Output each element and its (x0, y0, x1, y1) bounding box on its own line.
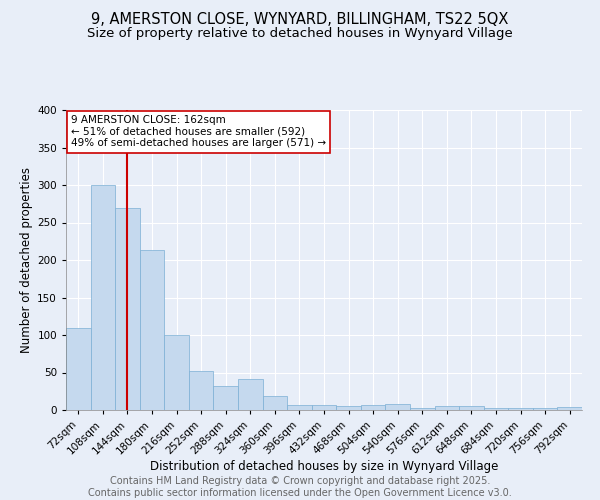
Bar (189, 371, 214, 410)
Bar (557, 407, 582, 410)
Bar (287, 405, 312, 410)
Bar (140, 250, 164, 410)
Bar (66, 328, 91, 410)
Bar (459, 406, 484, 410)
Bar (533, 408, 557, 410)
Bar (91, 185, 115, 410)
Text: Contains HM Land Registry data © Crown copyright and database right 2025.
Contai: Contains HM Land Registry data © Crown c… (88, 476, 512, 498)
Bar (164, 335, 189, 410)
Bar (434, 406, 459, 410)
Text: Size of property relative to detached houses in Wynyard Village: Size of property relative to detached ho… (87, 28, 513, 40)
Bar (263, 396, 287, 410)
Bar (385, 404, 410, 410)
Bar (336, 406, 361, 410)
Bar (312, 405, 336, 410)
Bar (238, 378, 263, 410)
Y-axis label: Number of detached properties: Number of detached properties (20, 167, 33, 353)
Bar (361, 405, 385, 410)
X-axis label: Distribution of detached houses by size in Wynyard Village: Distribution of detached houses by size … (150, 460, 498, 473)
Text: 9, AMERSTON CLOSE, WYNYARD, BILLINGHAM, TS22 5QX: 9, AMERSTON CLOSE, WYNYARD, BILLINGHAM, … (91, 12, 509, 28)
Bar (214, 386, 238, 410)
Bar (115, 208, 140, 410)
Bar (484, 408, 508, 410)
Text: 9 AMERSTON CLOSE: 162sqm
← 51% of detached houses are smaller (592)
49% of semi-: 9 AMERSTON CLOSE: 162sqm ← 51% of detach… (71, 116, 326, 148)
Bar (508, 408, 533, 410)
Bar (410, 408, 434, 410)
